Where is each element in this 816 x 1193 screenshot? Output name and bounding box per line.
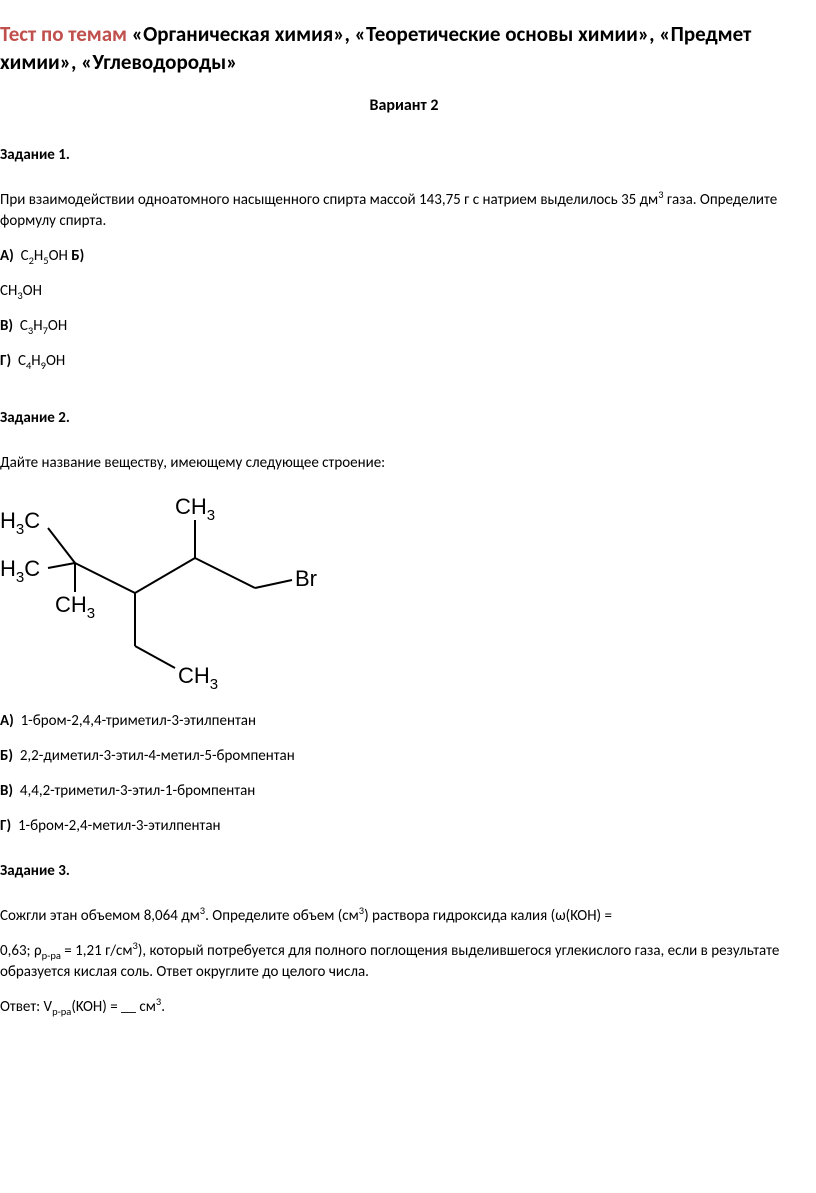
task3-line1: Сожгли этан объемом 8,064 дм3. Определит… xyxy=(0,906,808,927)
title-prefix: Тест по темам xyxy=(0,21,127,47)
task1-option-v: В) C3H7OH xyxy=(0,316,808,337)
task2-option-a: А) 1-бром-2,4,4-триметил-3-этилпентан xyxy=(0,711,808,732)
mol-h3c-top: H3C xyxy=(0,508,40,538)
molecule-diagram: H3C H3C CH3 CH3 CH3 Br xyxy=(0,488,808,693)
task3-answer: Ответ: Vр-ра(KOH) = __ см3. xyxy=(0,997,808,1018)
task1-title: Задание 1. xyxy=(0,145,808,166)
mol-h3c-left: H3C xyxy=(0,556,40,586)
task2-title: Задание 2. xyxy=(0,408,808,429)
page-title: Тест по темам «Органическая химия», «Тео… xyxy=(0,20,808,77)
mol-ch3-bottom: CH3 xyxy=(55,592,95,622)
mol-ch3-lower: CH3 xyxy=(178,663,218,693)
task2-option-b: Б) 2,2-диметил-3-этил-4-метил-5-бромпент… xyxy=(0,746,808,767)
task1-option-g: Г) C4H9OH xyxy=(0,351,808,372)
task1-option-b: CH3OH xyxy=(0,281,808,302)
task1-prompt: При взаимодействии одноатомного насыщенн… xyxy=(0,190,808,232)
task2-option-g: Г) 1-бром-2,4-метил-3-этилпентан xyxy=(0,816,808,837)
mol-br: Br xyxy=(295,566,317,591)
task3-line2: 0,63; ρр-ра = 1,21 г/см3), который потре… xyxy=(0,941,808,983)
task1-option-a: А) C2H5OH Б) xyxy=(0,246,808,267)
task3-title: Задание 3. xyxy=(0,861,808,882)
task2-option-v: В) 4,4,2-триметил-3-этил-1-бромпентан xyxy=(0,781,808,802)
task2-prompt: Дайте название веществу, имеющему следую… xyxy=(0,453,808,474)
mol-ch3-top: CH3 xyxy=(175,494,215,524)
variant-label: Вариант 2 xyxy=(0,95,808,117)
